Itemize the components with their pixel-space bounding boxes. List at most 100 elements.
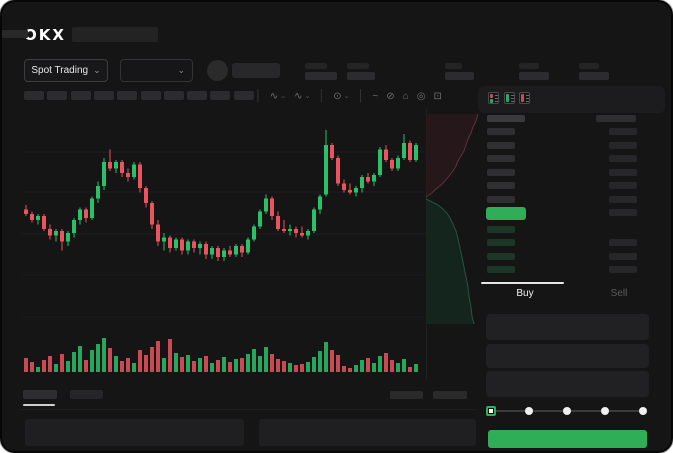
toolbar-button-placeholder[interactable]: [24, 91, 44, 100]
amount-row: [609, 252, 637, 260]
toolbar-separator: │: [318, 90, 326, 102]
dash: [510, 101, 514, 102]
orderbook-bids-icon[interactable]: [503, 92, 515, 104]
amount-row: [609, 128, 637, 135]
snapshot-icon[interactable]: ⌂: [402, 90, 409, 102]
last-price-badge[interactable]: [486, 207, 526, 220]
orderbook-asks-icon[interactable]: [519, 92, 531, 104]
chart-settings-icon[interactable]: ◎: [416, 90, 426, 102]
stat-value-placeholder: [445, 72, 474, 80]
order-input-field[interactable]: [486, 344, 649, 368]
orderbook-header-left-placeholder: [487, 115, 525, 122]
bottom-panel-placeholder: [25, 419, 244, 446]
stat-value-placeholder: [347, 72, 375, 80]
amount-row: [609, 195, 637, 203]
amount-row: [609, 155, 637, 162]
chevron-down-icon: ⌄: [93, 65, 101, 75]
pair-dropdown[interactable]: ⌄: [120, 59, 193, 82]
nav-link-placeholder[interactable]: [2, 30, 28, 38]
stat-label-placeholder: [445, 63, 462, 69]
toolbar-button-placeholder[interactable]: [163, 91, 184, 100]
orderbook-combined-icon[interactable]: [488, 92, 499, 104]
ask-price-row[interactable]: [487, 128, 515, 135]
stat-label-placeholder: [305, 63, 327, 69]
dash: [526, 95, 530, 96]
amount-row: [609, 239, 637, 246]
toolbar-button-placeholder[interactable]: [187, 91, 208, 100]
dash: [510, 95, 514, 96]
order-input-field[interactable]: [486, 371, 649, 397]
ask-price-row[interactable]: [487, 168, 515, 176]
bid-price-row[interactable]: [487, 239, 515, 247]
ask-price-row[interactable]: [487, 182, 515, 190]
toolbar-button-placeholder[interactable]: [70, 91, 91, 100]
dash: [526, 98, 530, 99]
chevron-down-icon: ⌄: [177, 65, 185, 75]
fullscreen-icon[interactable]: ⊡: [433, 90, 442, 102]
spot-trading-selector[interactable]: Spot Trading ⌄: [24, 59, 108, 82]
ask-price-row[interactable]: [487, 141, 515, 149]
bottom-tab-placeholder[interactable]: [70, 390, 103, 399]
bid-price-row[interactable]: [487, 266, 515, 274]
bottom-button-placeholder[interactable]: [390, 391, 423, 399]
stripe: [490, 94, 493, 98]
slider-stop-dot[interactable]: [639, 407, 647, 415]
dash: [495, 98, 498, 99]
stat-label-placeholder: [579, 63, 599, 69]
tab-buy[interactable]: Buy: [516, 288, 534, 299]
bottom-panel-placeholder: [259, 419, 476, 446]
dash: [526, 101, 530, 102]
handle-dot: [489, 409, 493, 413]
bid-price-row[interactable]: [487, 252, 515, 260]
toolbar-button-placeholder[interactable]: [93, 91, 114, 100]
toolbar-button-placeholder[interactable]: [47, 91, 68, 100]
chart-style-icon[interactable]: ∿ ⌄: [294, 90, 311, 102]
amount-row: [609, 266, 637, 273]
stripe: [505, 94, 509, 102]
indicators-icon[interactable]: ∿ ⌄: [269, 90, 287, 102]
price-chart[interactable]: [22, 109, 480, 380]
buy-submit-button[interactable]: [488, 430, 647, 448]
ticker-stat: [519, 63, 549, 80]
ticker-stat: [347, 63, 375, 80]
coin-icon: [207, 60, 228, 81]
slider-stop-dot[interactable]: [601, 407, 609, 415]
stripe: [490, 99, 493, 103]
tab-sell[interactable]: Sell: [610, 288, 628, 299]
bid-price-row[interactable]: [487, 226, 515, 233]
amount-row: [609, 141, 637, 149]
okx-logo[interactable]: OKX: [24, 26, 66, 44]
toolbar-separator: │: [357, 90, 365, 102]
toolbar-button-placeholder[interactable]: [117, 91, 138, 100]
toolbar-button-placeholder[interactable]: [210, 91, 231, 100]
ticker-stat: [579, 63, 609, 80]
ticker-stat: [445, 63, 474, 80]
stat-value-placeholder: [305, 72, 337, 80]
dash: [510, 98, 514, 99]
ask-price-row[interactable]: [487, 155, 515, 163]
chart-toolbar-icons: │ ∿ ⌄ ∿ ⌄ │ ⊙ ⌄ │ ~ ⊘ ⌂ ◎ ⊡: [255, 89, 442, 103]
ask-price-row[interactable]: [487, 196, 515, 203]
stat-label-placeholder: [347, 63, 369, 69]
slider-stop-dot[interactable]: [525, 407, 533, 415]
dash: [495, 95, 498, 96]
slider-handle[interactable]: [486, 406, 496, 416]
slider-stop-dot[interactable]: [563, 407, 571, 415]
bottom-button-placeholder[interactable]: [433, 391, 467, 399]
toolbar-separator: │: [255, 90, 262, 102]
bottom-tab-placeholder[interactable]: [23, 390, 57, 399]
dash: [495, 101, 498, 102]
toolbar-button-placeholder[interactable]: [233, 91, 254, 100]
compare-icon[interactable]: ⊘: [386, 90, 395, 102]
candles: [24, 129, 418, 261]
interval-icon[interactable]: ⊙ ⌄: [333, 90, 350, 102]
toolbar-button-placeholder[interactable]: [140, 91, 161, 100]
stat-label-placeholder: [519, 63, 539, 69]
bottom-divider: [20, 409, 476, 410]
bottom-active-tab-underline: [23, 404, 55, 406]
line-tool-icon[interactable]: ~: [372, 90, 379, 102]
ticker-stat: [305, 63, 337, 80]
stat-value-placeholder: [519, 72, 549, 80]
order-input-field[interactable]: [486, 314, 649, 340]
